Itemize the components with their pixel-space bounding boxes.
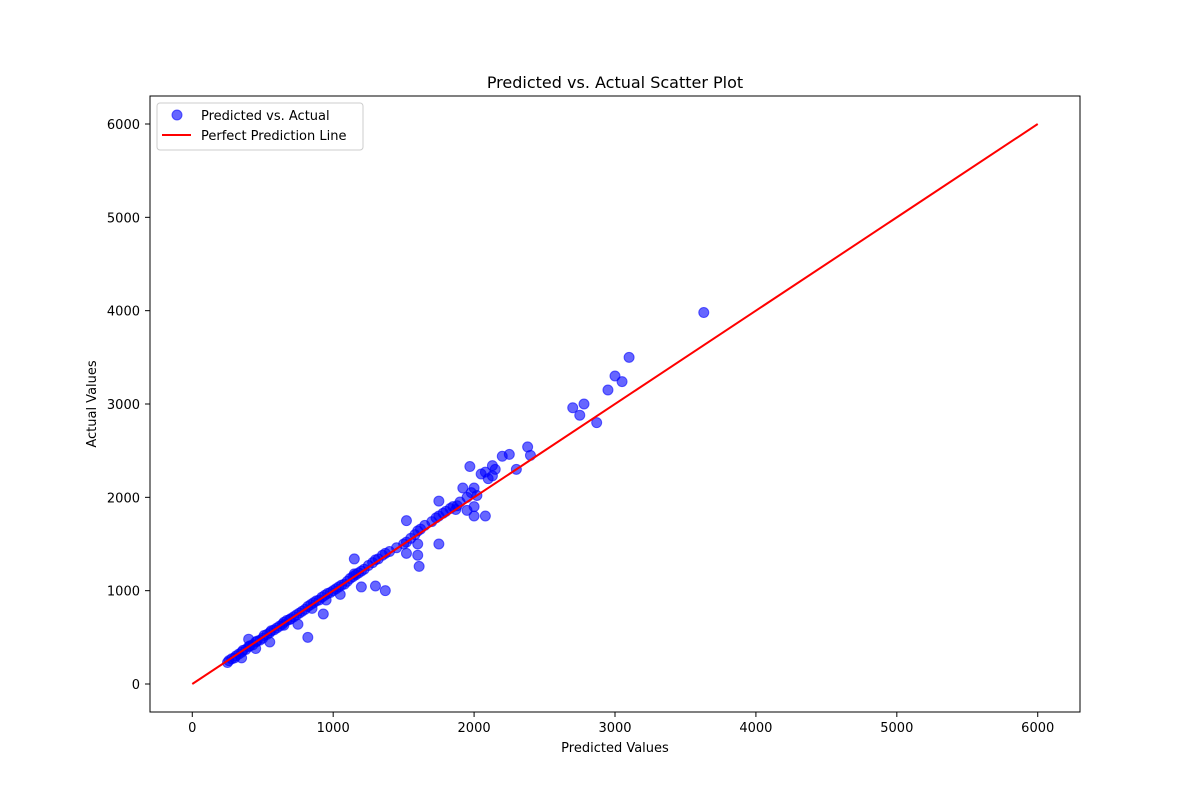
x-axis-ticks: 0 1000 2000 3000 4000 5000 6000	[188, 712, 1054, 736]
scatter-point	[591, 417, 603, 429]
scatter-point	[243, 633, 255, 645]
y-tick-label: 3000	[107, 398, 140, 413]
scatter-point	[412, 538, 424, 550]
legend: Predicted vs. Actual Perfect Prediction …	[156, 102, 364, 151]
scatter-point	[616, 376, 628, 388]
scatter-point	[486, 470, 498, 482]
scatter-point	[264, 636, 276, 648]
plot-area	[149, 95, 1081, 713]
y-tick-label: 0	[132, 678, 140, 693]
x-tick-label: 6000	[1021, 721, 1054, 736]
scatter-point	[698, 307, 710, 319]
scatter-point	[400, 547, 412, 559]
scatter-point	[623, 351, 635, 363]
scatter-point	[609, 370, 621, 382]
scatter-point	[574, 409, 586, 421]
scatter-series	[222, 307, 710, 669]
x-tick-label: 3000	[598, 721, 631, 736]
x-tick-label: 4000	[739, 721, 772, 736]
x-tick-label: 2000	[458, 721, 491, 736]
scatter-point	[334, 588, 346, 600]
y-tick-label: 4000	[107, 305, 140, 320]
y-tick-label: 6000	[107, 118, 140, 133]
scatter-point	[369, 580, 381, 592]
scatter-point	[355, 581, 367, 593]
scatter-point	[578, 398, 590, 410]
scatter-point	[250, 643, 262, 655]
y-tick-label: 5000	[107, 211, 140, 226]
x-axis-label: Predicted Values	[561, 741, 669, 756]
perfect-prediction-line	[191, 123, 1039, 685]
scatter-point	[412, 549, 424, 561]
legend-label-line: Perfect Prediction Line	[201, 129, 346, 144]
y-axis-label: Actual Values	[85, 360, 100, 448]
scatter-point	[413, 560, 425, 572]
scatter-point	[602, 384, 614, 396]
legend-label-scatter: Predicted vs. Actual	[201, 109, 330, 124]
scatter-point	[400, 515, 412, 527]
chart-title: Predicted vs. Actual Scatter Plot	[487, 73, 743, 92]
x-tick-label: 5000	[880, 721, 913, 736]
y-tick-label: 1000	[107, 585, 140, 600]
scatter-point	[433, 495, 445, 507]
y-tick-label: 2000	[107, 491, 140, 506]
x-tick-label: 1000	[317, 721, 350, 736]
scatter-point	[317, 608, 329, 620]
scatter-point	[348, 553, 360, 565]
scatter-point	[302, 631, 314, 643]
x-tick-label: 0	[188, 721, 196, 736]
legend-box	[156, 102, 364, 151]
scatter-point	[457, 482, 469, 494]
scatter-point	[433, 538, 445, 550]
y-axis-ticks: 0 1000 2000 3000 4000 5000 6000	[107, 118, 150, 693]
scatter-point	[464, 461, 476, 473]
scatter-point	[461, 504, 473, 516]
scatter-point	[479, 510, 491, 522]
scatter-point	[567, 402, 579, 414]
scatter-point	[379, 585, 391, 597]
scatter-point	[503, 448, 515, 460]
scatter-point	[236, 652, 248, 664]
legend-scatter-marker	[171, 109, 183, 121]
scatter-point	[292, 618, 304, 630]
